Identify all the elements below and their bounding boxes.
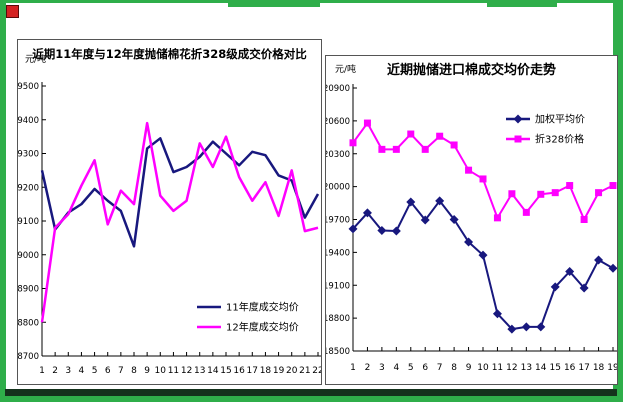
svg-text:12: 12 bbox=[506, 363, 517, 373]
left-chart-panel: 元/吨 近期11年度与12年度抛储棉花折328级成交价格对比 19500 1940… bbox=[17, 39, 322, 385]
svg-text:17: 17 bbox=[247, 366, 258, 376]
svg-text:13: 13 bbox=[521, 363, 532, 373]
svg-text:11年度成交均价: 11年度成交均价 bbox=[226, 301, 299, 314]
svg-text:17: 17 bbox=[578, 363, 589, 373]
svg-text:3: 3 bbox=[65, 366, 71, 376]
svg-text:19500: 19500 bbox=[18, 82, 39, 92]
svg-text:折328价格: 折328价格 bbox=[535, 133, 584, 146]
right-chart-title: 近期抛储进口棉成交均价走势 bbox=[386, 63, 556, 78]
svg-text:2: 2 bbox=[52, 366, 58, 376]
svg-text:1: 1 bbox=[350, 363, 356, 373]
frame-left-bar bbox=[0, 0, 6, 402]
svg-text:19000: 19000 bbox=[18, 251, 39, 261]
svg-text:12年度成交均价: 12年度成交均价 bbox=[226, 321, 299, 334]
svg-text:18800: 18800 bbox=[326, 314, 350, 324]
svg-text:5: 5 bbox=[92, 366, 98, 376]
left-chart-plot: 19500 19400 19300 19200 19100 19000 18900 18800… bbox=[18, 82, 321, 376]
svg-text:7: 7 bbox=[118, 366, 124, 376]
frame-top-tab-1 bbox=[228, 0, 320, 7]
svg-text:19100: 19100 bbox=[326, 281, 350, 291]
frame-top-tab-2 bbox=[487, 0, 557, 7]
frame-bottom-dark-bar bbox=[5, 389, 617, 396]
svg-text:12: 12 bbox=[181, 366, 192, 376]
svg-text:19200: 19200 bbox=[18, 183, 39, 193]
svg-text:20000: 20000 bbox=[326, 183, 350, 193]
svg-text:18900: 18900 bbox=[18, 285, 39, 295]
svg-text:10: 10 bbox=[477, 363, 489, 373]
svg-text:18: 18 bbox=[593, 363, 605, 373]
svg-text:21: 21 bbox=[299, 366, 310, 376]
svg-text:19400: 19400 bbox=[18, 116, 39, 126]
svg-text:20: 20 bbox=[286, 366, 298, 376]
svg-text:19700: 19700 bbox=[326, 216, 350, 226]
svg-text:18500: 18500 bbox=[326, 347, 350, 357]
svg-text:19: 19 bbox=[607, 363, 617, 373]
svg-text:2: 2 bbox=[365, 363, 371, 373]
corner-red-icon bbox=[6, 5, 19, 18]
svg-text:16: 16 bbox=[233, 366, 245, 376]
svg-text:22: 22 bbox=[312, 366, 321, 376]
svg-text:19300: 19300 bbox=[18, 150, 39, 160]
frame-right-bar bbox=[613, 0, 623, 402]
svg-text:6: 6 bbox=[105, 366, 111, 376]
svg-text:20300: 20300 bbox=[326, 150, 350, 160]
svg-text:加权平均价: 加权平均价 bbox=[535, 113, 585, 126]
svg-text:11: 11 bbox=[492, 363, 503, 373]
svg-text:9: 9 bbox=[466, 363, 472, 373]
svg-text:20600: 20600 bbox=[326, 117, 350, 127]
svg-text:4: 4 bbox=[79, 366, 85, 376]
svg-text:8: 8 bbox=[131, 366, 137, 376]
frame-bottom-green-bar bbox=[0, 396, 623, 402]
svg-text:14: 14 bbox=[535, 363, 547, 373]
svg-text:6: 6 bbox=[422, 363, 428, 373]
svg-text:15: 15 bbox=[220, 366, 231, 376]
svg-text:8: 8 bbox=[451, 363, 457, 373]
svg-text:10: 10 bbox=[155, 366, 167, 376]
right-chart-panel: 元/吨 近期抛储进口棉成交均价走势 2090020600203002000019… bbox=[325, 55, 618, 385]
svg-text:19400: 19400 bbox=[326, 248, 350, 258]
svg-text:4: 4 bbox=[393, 363, 399, 373]
svg-text:16: 16 bbox=[564, 363, 576, 373]
right-chart-plot: 20900 20600 20300 20000 19700 19400 19100 18800… bbox=[326, 84, 617, 373]
svg-text:20900: 20900 bbox=[326, 84, 350, 94]
svg-text:11: 11 bbox=[168, 366, 179, 376]
svg-text:19100: 19100 bbox=[18, 217, 39, 227]
svg-text:14: 14 bbox=[207, 366, 219, 376]
svg-text:5: 5 bbox=[408, 363, 414, 373]
svg-text:13: 13 bbox=[194, 366, 205, 376]
svg-text:7: 7 bbox=[437, 363, 443, 373]
svg-text:15: 15 bbox=[549, 363, 560, 373]
left-chart-unit-label: 元/吨 bbox=[25, 55, 47, 65]
svg-text:18700: 18700 bbox=[18, 352, 39, 362]
svg-text:3: 3 bbox=[379, 363, 385, 373]
svg-text:19: 19 bbox=[273, 366, 285, 376]
svg-text:1: 1 bbox=[39, 366, 45, 376]
right-chart-unit-label: 元/吨 bbox=[335, 65, 357, 75]
svg-text:18800: 18800 bbox=[18, 318, 39, 328]
svg-text:9: 9 bbox=[144, 366, 150, 376]
left-chart-title: 近期11年度与12年度抛储棉花折328级成交价格对比 bbox=[32, 47, 307, 61]
svg-text:18: 18 bbox=[260, 366, 272, 376]
